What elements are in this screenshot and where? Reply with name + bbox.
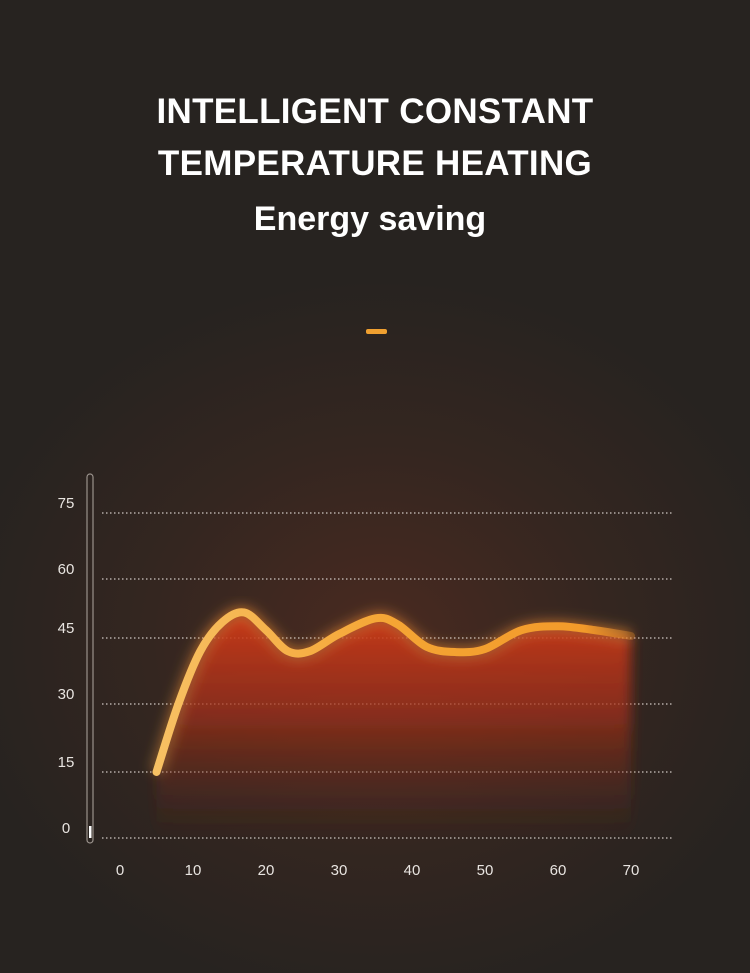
thermometer-bar (86, 473, 94, 844)
y-tick-label: 30 (58, 686, 75, 703)
title-line-2: TEMPERATURE HEATING (157, 144, 593, 183)
x-tick-label: 10 (185, 862, 202, 879)
x-tick-label: 60 (550, 862, 567, 879)
temperature-curve (152, 608, 635, 776)
x-tick-label: 50 (477, 862, 494, 879)
y-tick-label: 75 (58, 495, 75, 512)
x-tick-label: 30 (331, 862, 348, 879)
area-fill (156, 612, 631, 838)
accent-dash (366, 329, 387, 334)
x-tick-label: 40 (404, 862, 421, 879)
y-tick-label: 0 (62, 820, 70, 837)
thermometer-level (89, 826, 92, 838)
x-tick-label: 70 (623, 862, 640, 879)
y-tick-label: 60 (58, 561, 75, 578)
title-line-1: INTELLIGENT CONSTANT (156, 92, 594, 131)
y-tick-label: 45 (58, 620, 75, 637)
page-title: INTELLIGENT CONSTANT TEMPERATURE HEATING (0, 86, 750, 190)
x-tick-label: 0 (116, 862, 124, 879)
x-tick-label: 20 (258, 862, 275, 879)
subtitle: Energy saving (253, 200, 487, 238)
y-tick-label: 15 (58, 754, 75, 771)
